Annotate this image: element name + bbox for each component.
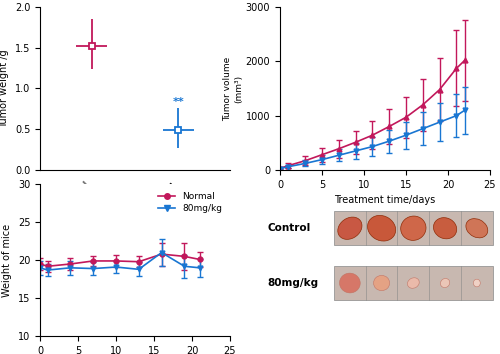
FancyBboxPatch shape <box>334 266 492 300</box>
Ellipse shape <box>338 217 362 239</box>
Ellipse shape <box>374 275 390 291</box>
Ellipse shape <box>466 219 488 238</box>
Ellipse shape <box>400 216 426 240</box>
Text: 80mg/kg: 80mg/kg <box>268 278 318 288</box>
Y-axis label: Weight of mice: Weight of mice <box>2 224 12 297</box>
Ellipse shape <box>368 215 396 241</box>
Y-axis label: Tumor volume
(mm³): Tumor volume (mm³) <box>224 56 243 121</box>
Legend: Normal, 80mg/kg: Normal, 80mg/kg <box>155 189 226 217</box>
Text: **: ** <box>172 97 184 107</box>
X-axis label: Treatment time/days: Treatment time/days <box>334 195 436 205</box>
Ellipse shape <box>340 273 360 293</box>
Ellipse shape <box>408 278 419 288</box>
Ellipse shape <box>434 218 456 239</box>
Ellipse shape <box>474 279 480 287</box>
Ellipse shape <box>440 279 450 287</box>
FancyBboxPatch shape <box>334 211 492 245</box>
Y-axis label: Tumor weight /g: Tumor weight /g <box>0 49 10 128</box>
Text: Control: Control <box>268 223 310 233</box>
